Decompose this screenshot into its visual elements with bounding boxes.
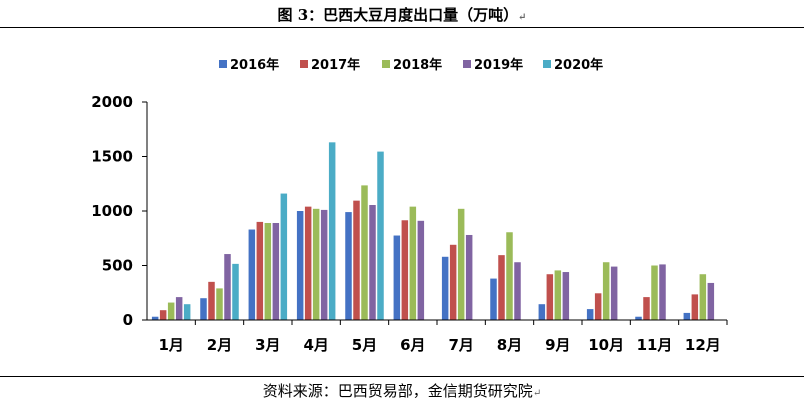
bar (345, 212, 352, 320)
bar (554, 270, 562, 320)
bar (594, 293, 602, 320)
bar (272, 222, 280, 320)
bar (586, 309, 594, 320)
bar (200, 298, 207, 320)
bar (248, 229, 256, 320)
x-tick-label: 6月 (400, 336, 425, 354)
x-tick-label: 4月 (303, 336, 328, 354)
bar (643, 297, 650, 320)
bar (691, 294, 699, 320)
x-tick-label: 8月 (497, 336, 522, 354)
bar (490, 278, 497, 320)
bar (449, 244, 457, 320)
bar (635, 316, 642, 320)
y-tick-label: 1500 (91, 148, 133, 166)
legend-swatch (463, 60, 471, 68)
bar (320, 209, 328, 320)
top-divider (0, 27, 804, 28)
bar (546, 274, 554, 320)
x-axis-ticks: 1月 2月 3月 4月 5月 6月 7月 8月 9月 10月 11月 12月 (158, 320, 728, 354)
bar (651, 265, 658, 320)
bar (610, 266, 618, 320)
y-tick-label: 2000 (91, 93, 133, 111)
figure-title: 图 3：巴西大豆月度出口量（万吨）↵ (277, 6, 527, 24)
bar (393, 235, 401, 320)
bar (353, 200, 360, 320)
x-tick-label: 11月 (637, 336, 673, 354)
bar (498, 255, 505, 320)
bar (683, 312, 691, 320)
bar (296, 211, 304, 320)
bar (216, 288, 223, 320)
bar (167, 302, 175, 320)
return-mark-icon: ↵ (518, 12, 527, 23)
bar (707, 282, 715, 320)
x-tick-label: 1月 (158, 336, 183, 354)
legend-swatch (382, 60, 390, 68)
bar (602, 262, 610, 320)
return-mark-icon: ↵ (532, 388, 542, 399)
bar (183, 304, 191, 320)
y-tick-label: 1000 (91, 202, 133, 220)
x-tick-label: 3月 (255, 336, 280, 354)
x-tick-label: 2月 (207, 336, 232, 354)
bar (232, 263, 239, 320)
x-tick-label: 10月 (588, 336, 624, 354)
legend-swatch (219, 60, 227, 68)
y-tick-label: 500 (102, 257, 133, 275)
bar (159, 310, 167, 320)
legend-label: 2018年 (393, 57, 442, 73)
bar (401, 220, 409, 320)
x-tick-label: 12月 (685, 336, 721, 354)
bar (409, 206, 417, 320)
bar (175, 297, 183, 320)
bar (377, 151, 384, 320)
bar (369, 205, 376, 320)
bar (328, 142, 336, 320)
y-tick-label: 0 (123, 311, 133, 329)
bar (304, 206, 312, 320)
bar (264, 222, 272, 320)
source-note: 资料来源：巴西贸易部，金信期货研究院↵ (262, 382, 542, 400)
bar (224, 254, 231, 320)
legend-swatch (543, 60, 551, 68)
bar (312, 208, 320, 320)
bar (562, 272, 570, 320)
legend-label: 2020年 (554, 57, 603, 73)
bar (151, 316, 159, 320)
legend-label: 2016年 (230, 57, 279, 73)
bar (465, 234, 473, 320)
chart-axes (146, 102, 727, 321)
y-axis-ticks: 0 500 1000 1500 2000 (91, 93, 147, 329)
bar (361, 185, 368, 320)
legend-label: 2017年 (311, 57, 360, 73)
legend-swatch (300, 60, 308, 68)
chart-bars (151, 142, 715, 320)
bar (538, 304, 546, 320)
bar (506, 232, 513, 320)
bar (457, 208, 465, 320)
bar (659, 264, 666, 320)
chart-legend: 2016年 2017年 2018年 2019年 2020年 (219, 57, 603, 73)
bar (256, 221, 264, 320)
x-tick-label: 5月 (352, 336, 377, 354)
bar (699, 274, 707, 320)
bar (208, 281, 215, 320)
bottom-divider (0, 376, 804, 377)
bar (514, 262, 521, 320)
x-tick-label: 7月 (448, 336, 473, 354)
legend-label: 2019年 (474, 57, 523, 73)
bar (280, 193, 288, 320)
bar (441, 256, 449, 320)
x-tick-label: 9月 (545, 336, 570, 354)
bar (417, 220, 425, 320)
